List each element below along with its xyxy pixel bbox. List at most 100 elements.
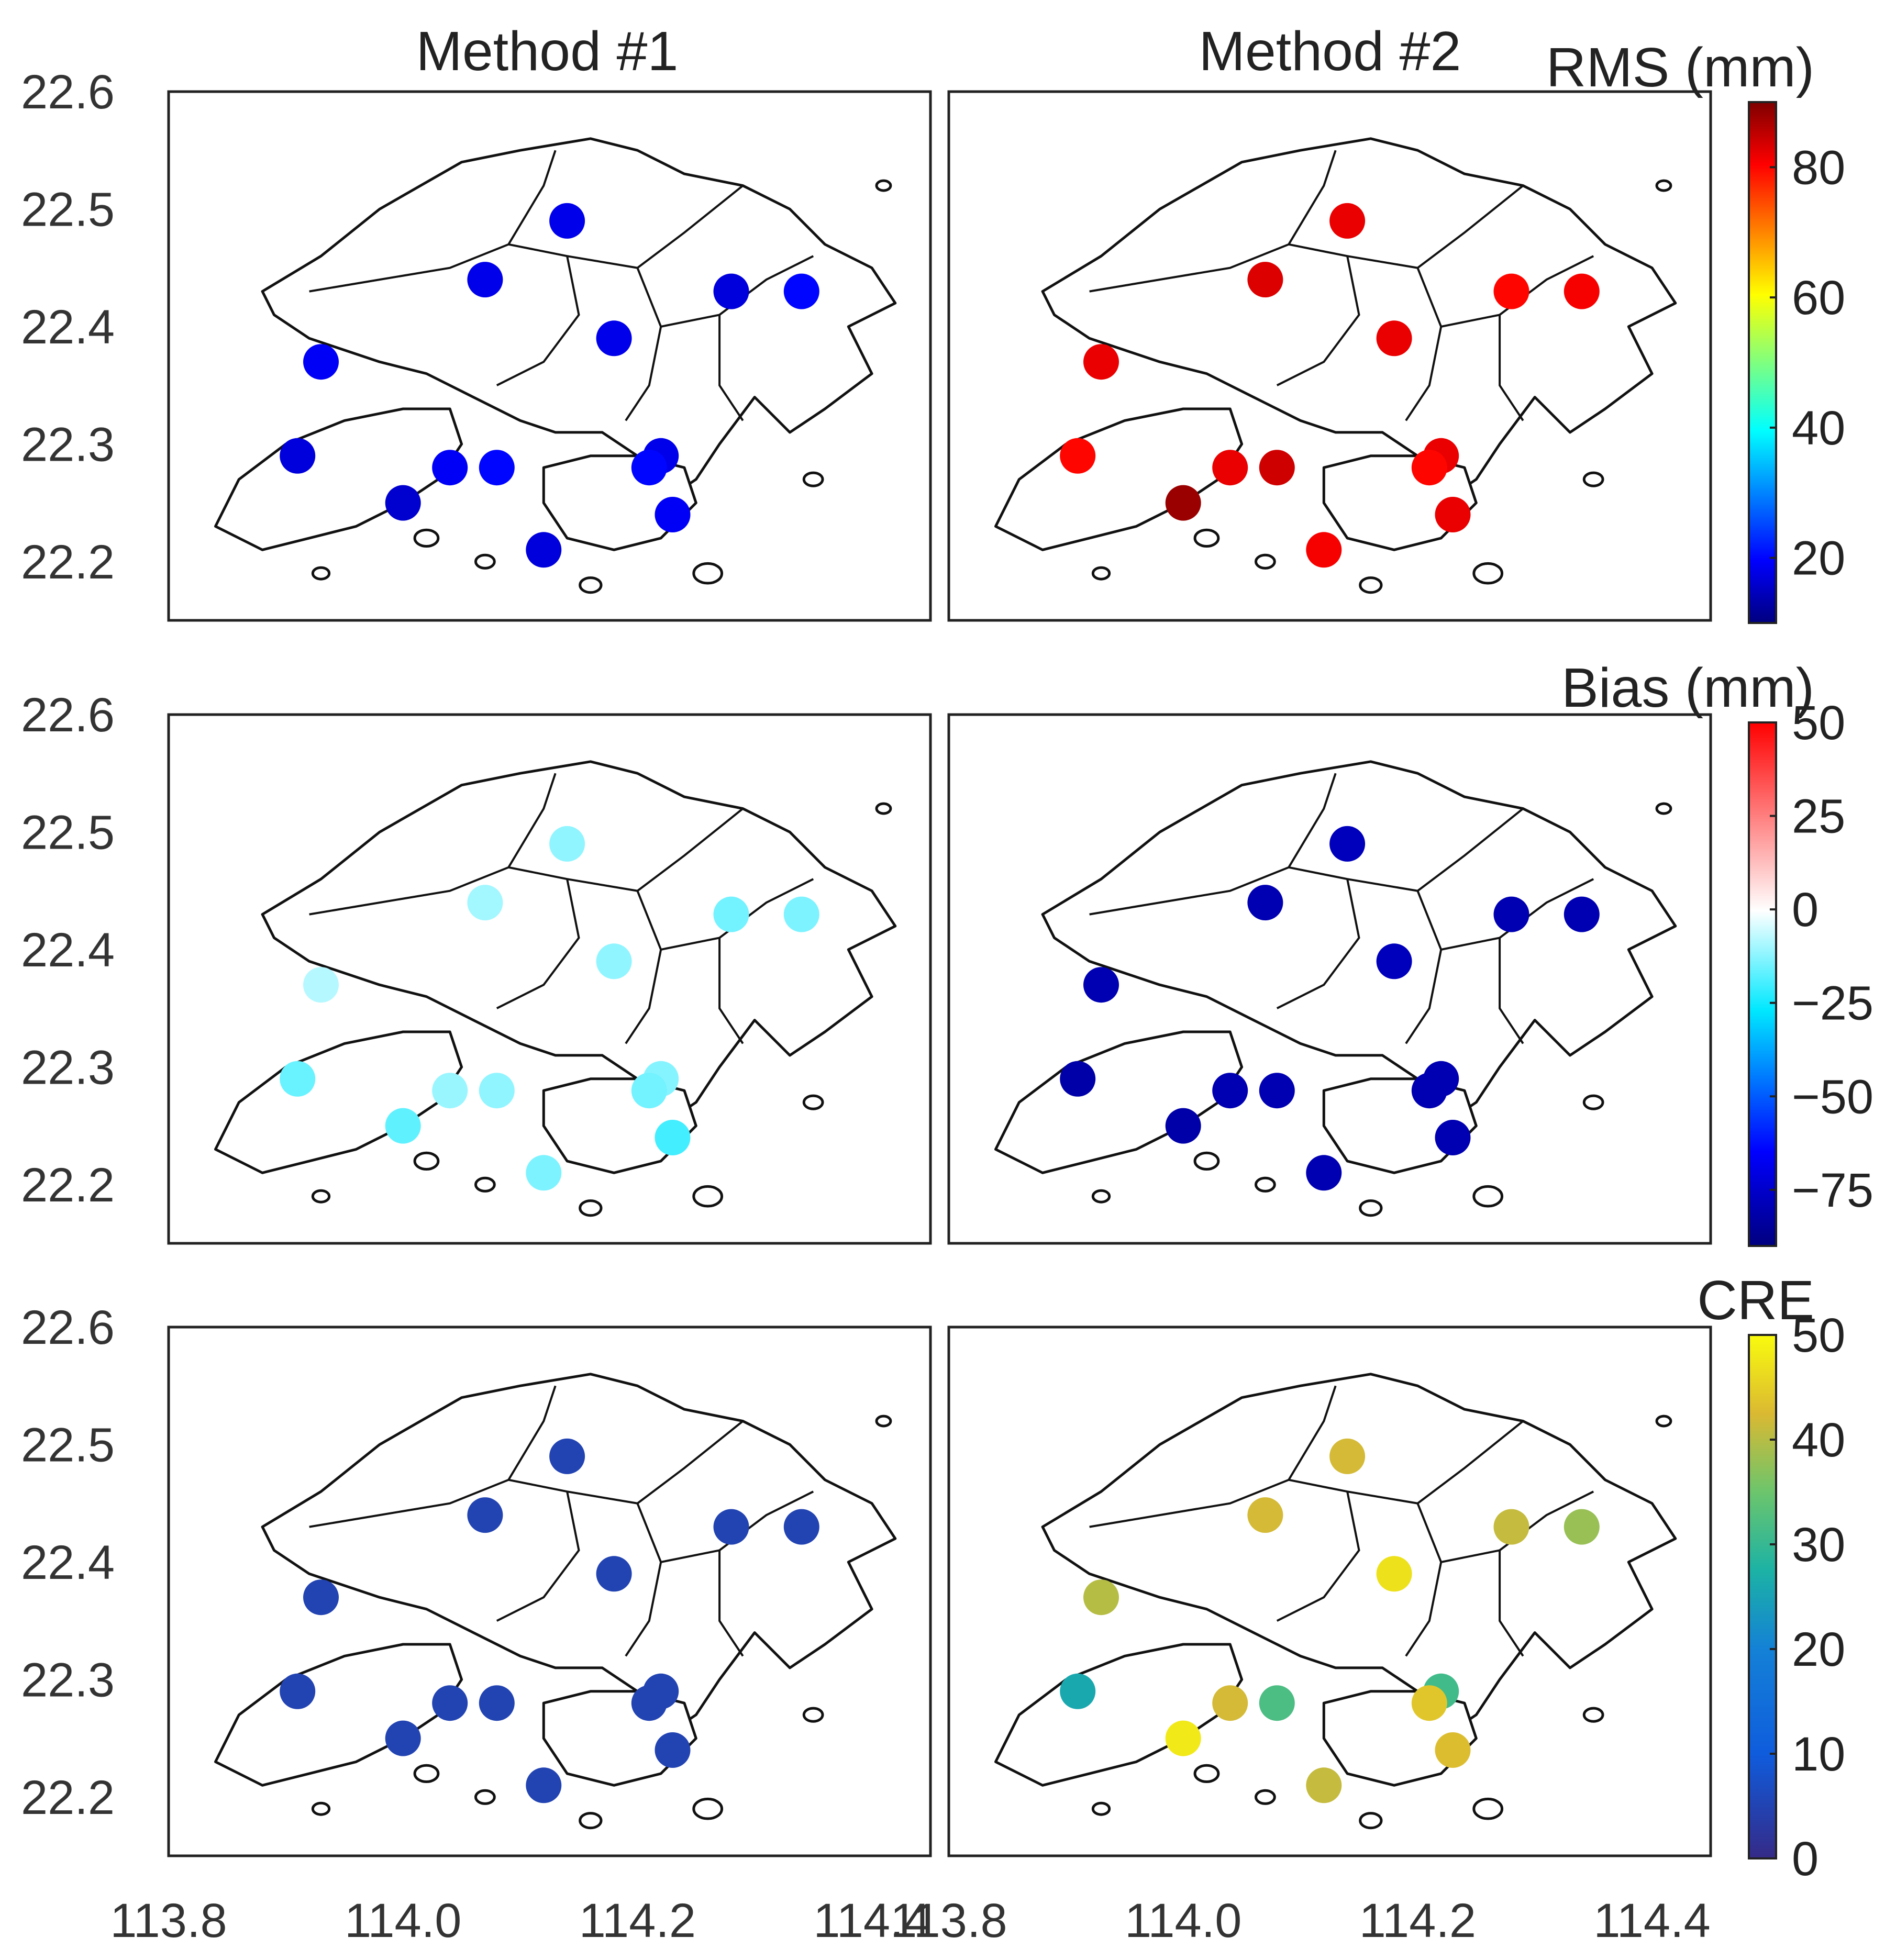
station-point [1435, 497, 1471, 532]
y-tick-label: 22.6 [21, 65, 115, 119]
map-panel-row1-col2 [947, 90, 1712, 622]
y-tick-label: 22.4 [21, 1536, 115, 1589]
station-point [467, 1497, 503, 1533]
y-tick-label: 22.6 [21, 688, 115, 742]
panel-frame [167, 1326, 932, 1857]
islet-outline [1655, 1415, 1672, 1428]
station-point [1493, 273, 1529, 309]
district-border [1499, 1550, 1524, 1657]
colorbar-gradient [1748, 1334, 1777, 1859]
x-tick-label: 114.4 [813, 1894, 930, 1947]
islet-outline [692, 1185, 724, 1208]
islet-outline [413, 1764, 440, 1784]
station-point [432, 1685, 468, 1721]
district-border [1089, 1385, 1337, 1528]
station-point [783, 896, 819, 932]
district-border [309, 150, 557, 293]
y-tick-label: 22.3 [21, 1041, 115, 1094]
station-point [713, 273, 749, 309]
district-border [496, 1491, 580, 1622]
station-point [1083, 967, 1119, 1003]
station-point [549, 1438, 585, 1474]
station-point [549, 826, 585, 862]
station-point [303, 967, 339, 1003]
station-point [1411, 450, 1447, 486]
station-point [1435, 1120, 1471, 1155]
district-border [1405, 267, 1443, 421]
station-point [596, 1556, 632, 1592]
district-border [1499, 315, 1524, 421]
colorbar-tick-label: 10 [1792, 1728, 1845, 1781]
station-point [1411, 1073, 1447, 1109]
station-point [1259, 1685, 1295, 1721]
station-point [467, 262, 503, 298]
islet-outline [474, 1789, 496, 1805]
district-border [718, 938, 744, 1044]
y-tick-label: 22.3 [21, 418, 115, 471]
x-tick-label: 114.4 [1593, 1894, 1710, 1947]
station-point [432, 1073, 468, 1109]
map-panel-row1-col1 [167, 90, 932, 622]
district-border [309, 1385, 557, 1528]
station-point [1060, 1673, 1096, 1709]
y-tick-label: 22.2 [21, 1159, 115, 1212]
colorbar-row1: 80 60 40 20 RMS (mm) [1546, 37, 1845, 624]
station-point [1060, 438, 1096, 474]
x-tick-label: 114.2 [1359, 1894, 1476, 1947]
district-border [718, 1550, 744, 1657]
panel-frame [167, 90, 932, 622]
station-point [1329, 826, 1366, 862]
station-point [385, 1108, 421, 1144]
islet-outline [1472, 562, 1504, 585]
station-point [303, 1579, 339, 1616]
panel-frame [947, 1326, 1712, 1857]
islet-outline [311, 566, 331, 581]
colorbar-tick-label: 80 [1792, 141, 1845, 194]
station-point [596, 320, 632, 357]
column-title-method-2: Method #2 [1199, 20, 1461, 82]
colorbar-row3: 50 40 30 20 10 0 CRE [1697, 1269, 1845, 1886]
colorbar-tick-label: −25 [1792, 977, 1873, 1030]
station-point [467, 885, 503, 921]
x-tick-label: 114.0 [1125, 1894, 1241, 1947]
colorbar-tick-label: −50 [1792, 1070, 1873, 1123]
x-tick-label: 114.0 [345, 1894, 461, 1947]
station-point [655, 1120, 691, 1155]
station-point [655, 497, 691, 532]
islet-outline [1655, 179, 1672, 192]
colorbar-gradient [1748, 101, 1777, 624]
colorbar-label: CRE [1697, 1269, 1814, 1331]
colorbar-tick-label: 60 [1792, 271, 1845, 325]
y-tick-label: 22.5 [21, 1418, 115, 1472]
station-point [1376, 320, 1412, 357]
station-point [1247, 262, 1283, 298]
y-tick-label: 22.2 [21, 1771, 115, 1824]
colorbar-gradient [1748, 721, 1777, 1247]
axis-tick-labels: 22.6 22.5 22.4 22.3 22.2 22.6 22.5 22.4 22.3 22.2… [21, 65, 1711, 1947]
y-tick-label: 22.4 [21, 300, 115, 354]
district-border [1276, 878, 1360, 1009]
station-point [280, 1061, 316, 1097]
station-point [1564, 273, 1600, 309]
station-point [1259, 450, 1295, 486]
station-point [1083, 1579, 1119, 1616]
map-panel-row3-col2 [947, 1326, 1712, 1857]
station-point [713, 896, 749, 932]
district-border [496, 255, 580, 386]
district-border [309, 773, 557, 916]
islet-outline [1582, 1707, 1604, 1723]
islet-outline [1193, 528, 1220, 548]
station-point [783, 1509, 819, 1545]
colorbar-tick-label: 30 [1792, 1518, 1845, 1572]
station-point [631, 1073, 667, 1109]
district-border [1089, 773, 1337, 916]
islet-outline [1582, 1094, 1604, 1110]
islet-outline [579, 1199, 603, 1217]
colorbar-tick-label: 50 [1792, 696, 1845, 750]
station-point [1564, 896, 1600, 932]
islet-outline [1254, 1789, 1276, 1805]
station-point [1435, 1732, 1471, 1768]
station-point [479, 1685, 515, 1721]
islet-outline [1193, 1151, 1220, 1171]
district-border [496, 878, 580, 1009]
